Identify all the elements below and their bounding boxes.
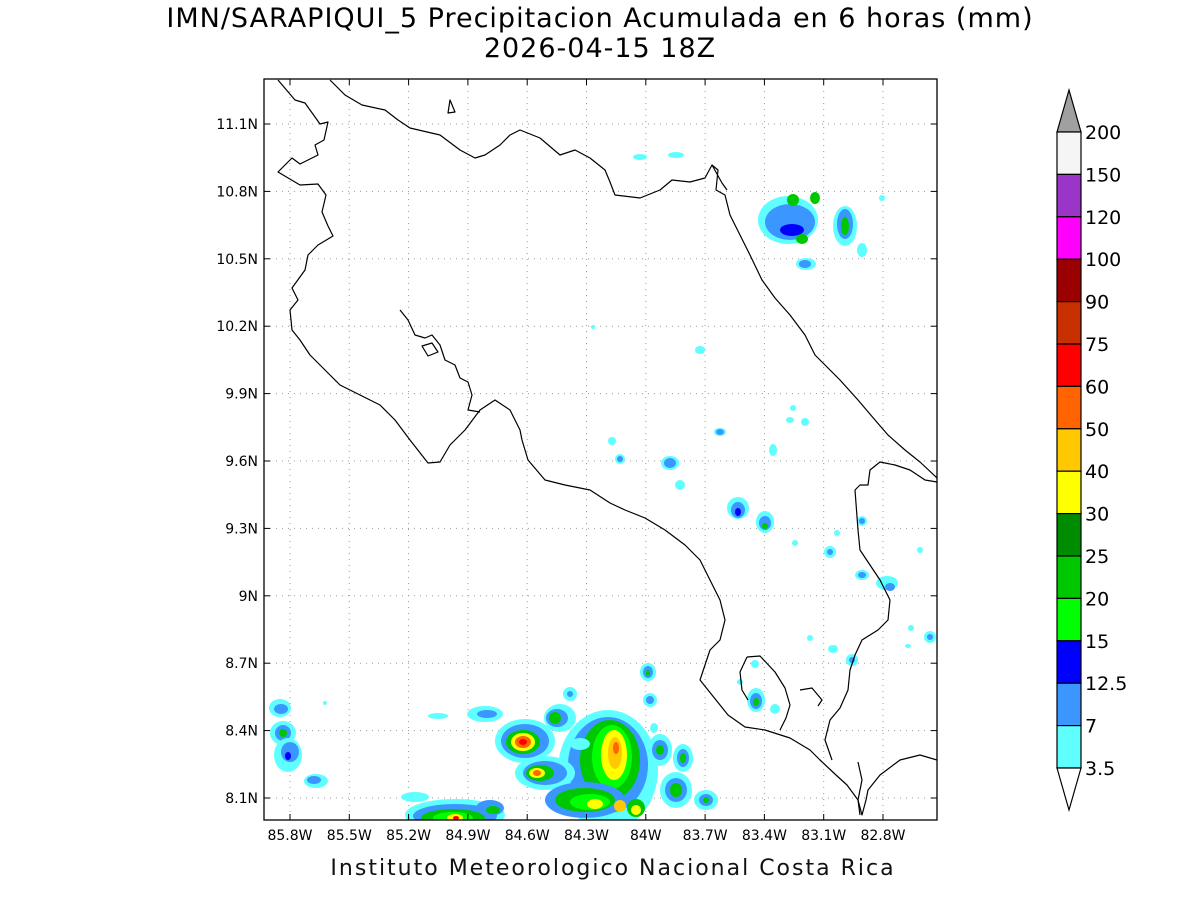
lat-tick-label: 10.8N xyxy=(216,184,258,200)
lon-tick-label: 84.3W xyxy=(564,828,609,844)
lon-tick-label: 84.9W xyxy=(445,828,490,844)
colorbar-level-label: 30 xyxy=(1085,504,1109,526)
colorbar-level-label: 25 xyxy=(1085,546,1109,568)
colorbar-swatch xyxy=(1056,173,1082,218)
colorbar-swatch xyxy=(1056,216,1082,260)
colorbar-level-label: 120 xyxy=(1085,207,1121,229)
colorbar-swatch xyxy=(1056,597,1082,642)
lat-tick-label: 9.9N xyxy=(225,387,258,403)
colorbar-level-label: 200 xyxy=(1085,122,1121,144)
colorbar-swatch xyxy=(1056,258,1082,303)
colorbar-swatch xyxy=(1056,724,1082,769)
colorbar-level-label: 150 xyxy=(1085,164,1121,186)
map-gridlines xyxy=(264,79,937,820)
colorbar-under-arrow xyxy=(1056,767,1082,813)
colorbar-over-arrow xyxy=(1056,87,1082,133)
colorbar-level-label: 40 xyxy=(1085,461,1109,483)
colorbar-swatch xyxy=(1056,470,1082,515)
colorbar-swatch xyxy=(1056,343,1082,388)
colorbar-level-label: 7 xyxy=(1085,716,1097,738)
map-frame xyxy=(263,78,938,821)
lon-tick-label: 85.2W xyxy=(386,828,431,844)
colorbar-level-label: 60 xyxy=(1085,376,1109,398)
lat-tick-label: 10.5N xyxy=(216,252,258,268)
lat-tick-label: 9.6N xyxy=(225,454,258,470)
colorbar-swatch xyxy=(1056,682,1082,727)
map-title: IMN/SARAPIQUI_5 Precipitacion Acumulada … xyxy=(166,3,1034,34)
precip-field xyxy=(269,152,936,820)
lon-tick-label: 83.7W xyxy=(683,828,728,844)
colorbar-level-label: 100 xyxy=(1085,249,1121,271)
colorbar-swatch xyxy=(1056,301,1082,345)
lat-tick-label: 9.3N xyxy=(225,521,258,537)
map-axis-ticks: 85.8W 85.5W 85.2W 84.9W 84.6W 84.3W 84W 83.7W 83… xyxy=(216,79,937,844)
lat-tick-label: 8.7N xyxy=(225,656,258,672)
lon-tick-label: 85.5W xyxy=(327,828,372,844)
colorbar-level-label: 90 xyxy=(1085,292,1109,314)
colorbar-level-label: 50 xyxy=(1085,419,1109,441)
colorbar-level-label: 75 xyxy=(1085,334,1109,356)
map-datetime: 2026-04-15 18Z xyxy=(483,33,717,64)
coastline xyxy=(277,79,937,816)
lat-tick-label: 8.4N xyxy=(225,724,258,740)
colorbar-level-label: 20 xyxy=(1085,588,1109,610)
precip-colorbar: 200 150 120 100 90 75 60 50 40 30 25 20 15 12.5 7 3.5 xyxy=(1056,87,1127,813)
lon-tick-label: 82.8W xyxy=(860,828,905,844)
lon-tick-label: 85.8W xyxy=(267,828,312,844)
footer-credit: Instituto Meteorologico Nacional Costa R… xyxy=(330,856,896,881)
colorbar-swatch xyxy=(1056,512,1082,557)
colorbar-level-label: 15 xyxy=(1085,631,1109,653)
colorbar-swatch xyxy=(1056,555,1082,600)
colorbar-swatch xyxy=(1056,640,1082,684)
colorbar-level-label: 3.5 xyxy=(1085,758,1115,780)
colorbar-swatch xyxy=(1056,385,1082,430)
lon-tick-label: 84.6W xyxy=(505,828,550,844)
colorbar-level-label: 12.5 xyxy=(1085,673,1127,695)
lon-tick-label: 83.1W xyxy=(801,828,846,844)
lon-tick-label: 84W xyxy=(630,828,662,844)
colorbar-swatch xyxy=(1056,131,1082,176)
lat-tick-label: 8.1N xyxy=(225,791,258,807)
lat-tick-label: 9N xyxy=(239,589,258,605)
lat-tick-label: 11.1N xyxy=(216,117,258,133)
colorbar-swatch xyxy=(1056,428,1082,472)
lon-tick-label: 83.4W xyxy=(742,828,787,844)
lat-tick-label: 10.2N xyxy=(216,319,258,335)
